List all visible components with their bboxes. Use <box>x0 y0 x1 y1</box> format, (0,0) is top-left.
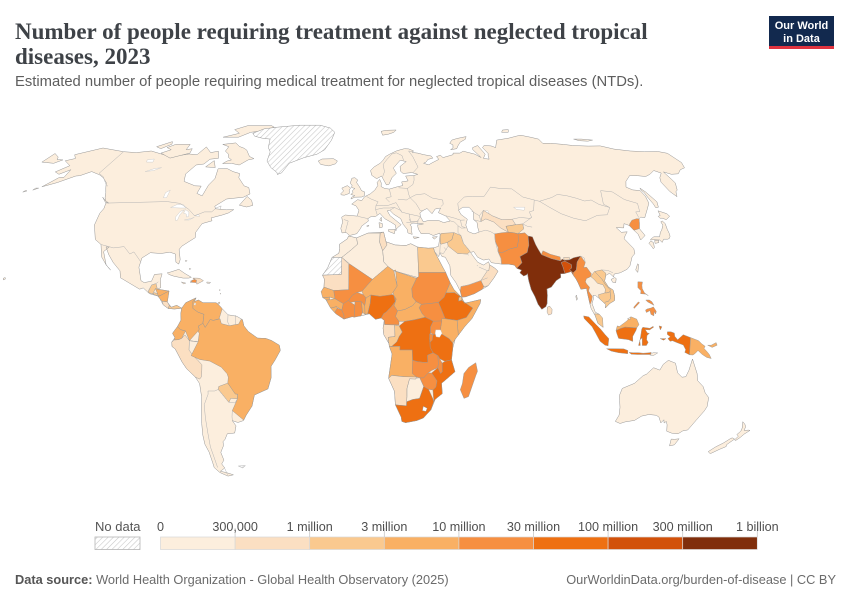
svg-text:300 million: 300 million <box>653 520 713 534</box>
svg-text:3 million: 3 million <box>361 520 407 534</box>
svg-text:100 million: 100 million <box>578 520 638 534</box>
svg-text:10 million: 10 million <box>432 520 485 534</box>
svg-text:No data: No data <box>95 519 141 534</box>
svg-text:30 million: 30 million <box>507 520 560 534</box>
svg-text:1 billion: 1 billion <box>736 520 779 534</box>
svg-text:1 million: 1 million <box>287 520 333 534</box>
svg-text:0: 0 <box>157 520 164 534</box>
svg-text:300,000: 300,000 <box>212 520 258 534</box>
